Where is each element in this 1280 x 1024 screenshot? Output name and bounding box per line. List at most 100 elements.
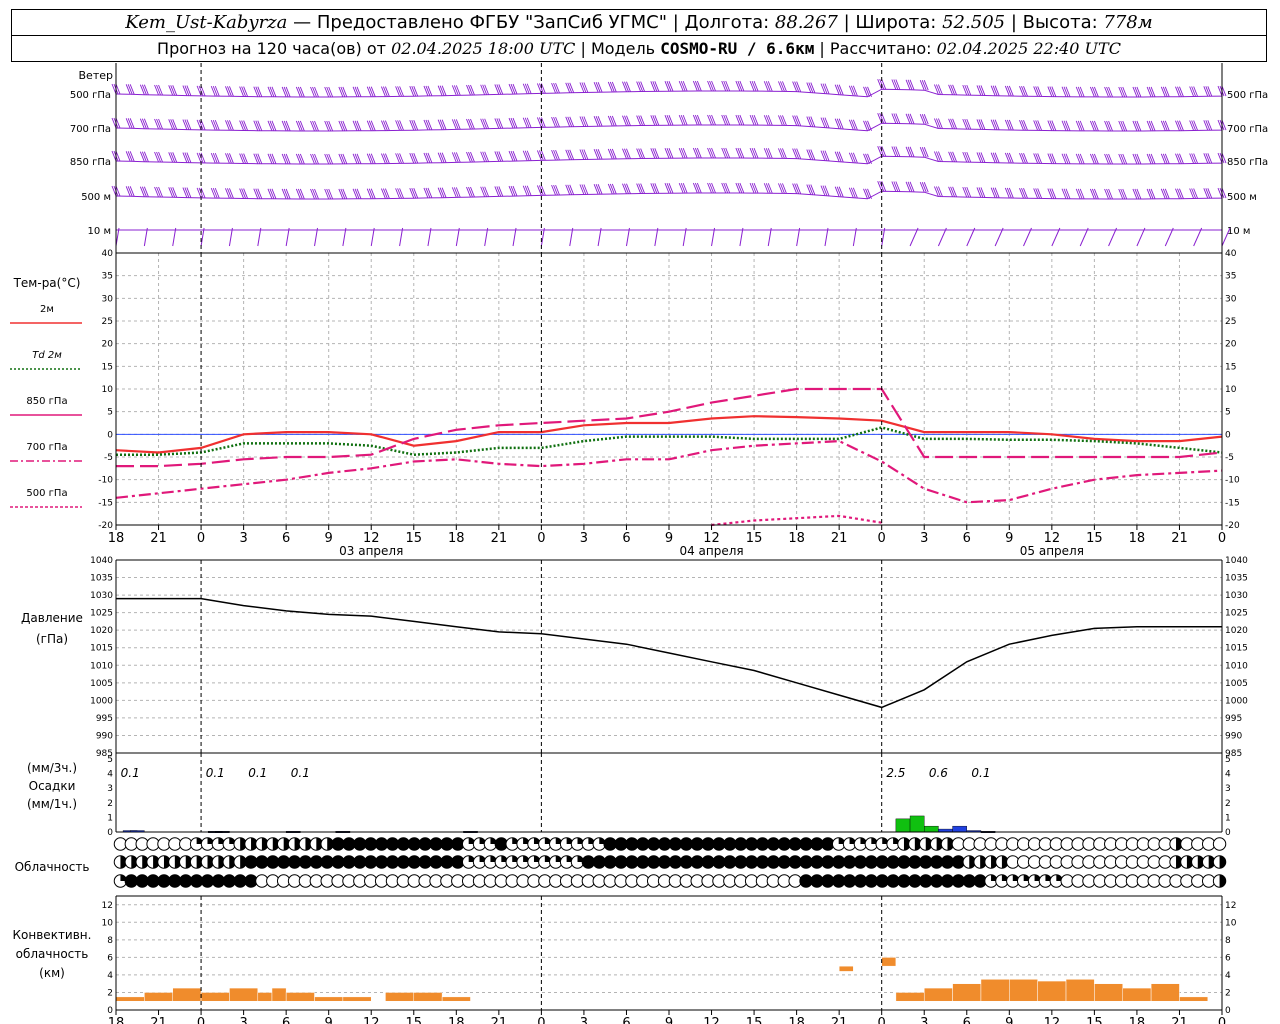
cloud-half bbox=[196, 855, 203, 869]
wind-barb bbox=[310, 188, 315, 200]
wind-barb bbox=[1205, 120, 1211, 131]
wind-barb bbox=[1132, 188, 1138, 200]
wind-barb bbox=[1047, 120, 1053, 131]
wind-barb bbox=[579, 116, 585, 127]
wind-barb bbox=[1177, 120, 1182, 131]
wind-barb bbox=[453, 85, 459, 96]
wind-barb bbox=[255, 86, 261, 97]
y-tick-label-right: 4 bbox=[1225, 971, 1231, 981]
wind-barb bbox=[384, 120, 390, 131]
wind-barb bbox=[1051, 120, 1057, 131]
wind-barb bbox=[765, 81, 771, 92]
temp-title: Тем-ра(°С) bbox=[13, 276, 81, 290]
wind-barb bbox=[512, 185, 518, 197]
wind-barb bbox=[1150, 86, 1156, 98]
wind-barb bbox=[921, 181, 927, 193]
wind-barb bbox=[838, 118, 844, 129]
wind-barb bbox=[1104, 153, 1109, 165]
wind-barb bbox=[964, 84, 970, 96]
wind-barb bbox=[994, 85, 1000, 96]
wind-barb bbox=[141, 186, 147, 197]
temp-legend-label: 500 гПа bbox=[26, 488, 67, 499]
y-tick-label-right: 1025 bbox=[1225, 609, 1248, 619]
y-tick-label-right: 1020 bbox=[1225, 626, 1248, 636]
precip-y-label-left: 0 bbox=[107, 828, 113, 838]
wind-barb bbox=[326, 86, 332, 98]
wind-barb bbox=[510, 117, 516, 129]
day-label: 04 апреля bbox=[679, 544, 743, 558]
wind-barb bbox=[611, 115, 617, 127]
wind-barb bbox=[342, 188, 348, 200]
wind-barb bbox=[751, 182, 757, 194]
wind-barb bbox=[1033, 120, 1039, 131]
wind-barb bbox=[978, 119, 984, 130]
alt-value: 778м bbox=[1103, 12, 1153, 33]
wind-barb bbox=[909, 79, 915, 90]
wind-barb bbox=[139, 118, 145, 129]
wind-barb bbox=[1162, 86, 1168, 97]
wind-level-labels: 500 гПа 500 гПа 700 гПа 700 гПа 850 гПа 850 г… bbox=[70, 90, 1268, 237]
wind-barb bbox=[1021, 188, 1026, 199]
wind-barb bbox=[111, 185, 117, 197]
wind-barb bbox=[141, 118, 147, 129]
cloud-half bbox=[1197, 855, 1204, 869]
convective-bar bbox=[895, 992, 925, 1002]
wind-barb bbox=[314, 227, 319, 247]
wind-barb bbox=[678, 182, 684, 194]
wind-barb bbox=[1106, 188, 1111, 200]
wind-barb bbox=[196, 187, 202, 199]
wind-barb bbox=[439, 187, 445, 198]
wind-barb bbox=[638, 115, 644, 126]
wind-barb bbox=[848, 85, 854, 96]
wind-barb bbox=[455, 152, 461, 163]
x-tick-label: 15 bbox=[405, 1016, 422, 1024]
wind-barb bbox=[225, 120, 230, 131]
wind-barb bbox=[933, 118, 939, 129]
wind-barb bbox=[510, 185, 516, 197]
wind-barb bbox=[283, 153, 289, 165]
wind-barb bbox=[1122, 153, 1128, 165]
wind-barb bbox=[413, 188, 419, 199]
wind-barb bbox=[692, 80, 698, 92]
wind-barb bbox=[384, 188, 390, 199]
wind-barb bbox=[763, 81, 769, 92]
wind-barb bbox=[1033, 153, 1039, 164]
wind-barb bbox=[267, 188, 273, 199]
wind-barb bbox=[115, 185, 121, 197]
wind-barb bbox=[792, 81, 798, 92]
wind-barb bbox=[895, 146, 901, 157]
y-tick-label-left: 12 bbox=[102, 901, 113, 911]
convective-bar bbox=[923, 987, 953, 1002]
convective-bar bbox=[314, 996, 344, 1002]
wind-barb bbox=[1146, 153, 1152, 165]
wind-barb bbox=[767, 227, 772, 247]
wind-barb bbox=[380, 153, 386, 164]
wind-barb bbox=[427, 119, 433, 131]
temp-legend-label: 850 гПа bbox=[26, 396, 67, 407]
wind-barb bbox=[680, 182, 686, 194]
wind-barb bbox=[225, 153, 230, 164]
wind-barb bbox=[664, 148, 670, 159]
wind-barb bbox=[626, 115, 631, 126]
x-tick-label: 3 bbox=[239, 531, 247, 546]
cloud-half bbox=[980, 855, 987, 869]
wind-barb bbox=[1061, 153, 1067, 164]
wind-barb bbox=[1051, 86, 1057, 97]
wind-barb bbox=[1079, 86, 1085, 98]
wind-barb bbox=[423, 85, 429, 97]
wind-barb bbox=[625, 227, 630, 247]
wind-barb bbox=[526, 83, 532, 94]
wind-barb bbox=[565, 82, 571, 93]
wind-barb bbox=[935, 151, 941, 162]
cloud-half bbox=[316, 837, 323, 851]
wind-barb bbox=[411, 188, 417, 199]
wind-barb bbox=[808, 82, 814, 93]
wind-barb bbox=[196, 119, 202, 131]
wind-barb bbox=[567, 149, 573, 160]
convective-bar bbox=[1122, 987, 1152, 1002]
cloud-half bbox=[185, 855, 192, 869]
wind-barb bbox=[905, 113, 911, 124]
wind-barb bbox=[182, 187, 188, 198]
x-tick-label: 21 bbox=[491, 1016, 508, 1024]
